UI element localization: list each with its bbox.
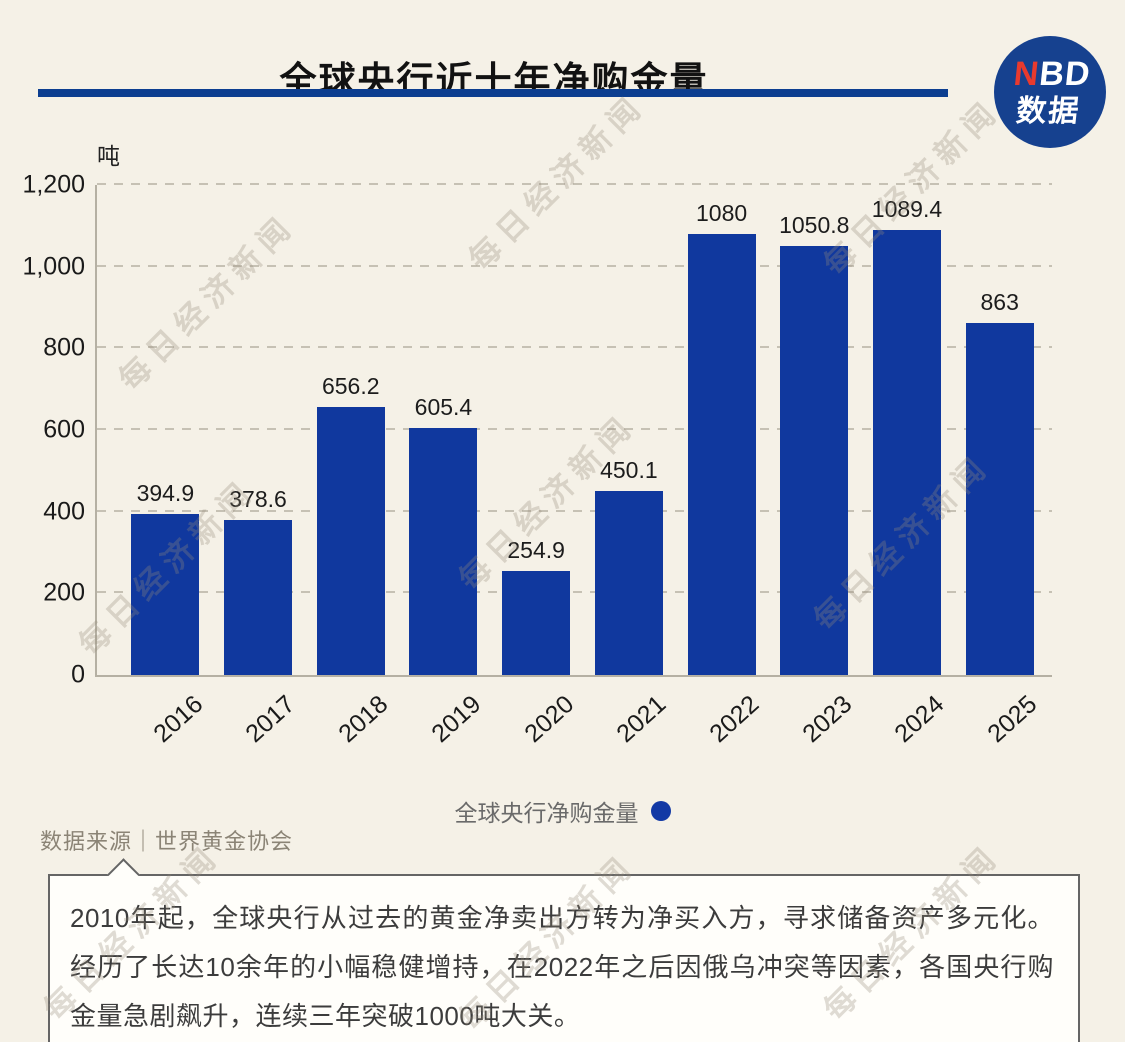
bar-value-label: 450.1	[600, 457, 658, 484]
y-tick-label: 1,200	[22, 170, 85, 199]
bar	[594, 491, 663, 675]
bar-slot: 656.2	[304, 185, 397, 675]
plot-area: 394.9 378.6 656.2 605.4 254.9 450.1 1080 1050.8…	[95, 183, 1052, 677]
bar	[780, 245, 849, 675]
gridline	[97, 591, 1052, 594]
bar-value-label: 605.4	[414, 393, 473, 420]
bar-value-label: 394.9	[136, 479, 195, 506]
gridline	[97, 264, 1052, 267]
note-box: 2010年起，全球央行从过去的黄金净卖出方转为净买入方，寻求储备资产多元化。经历…	[48, 858, 1080, 1042]
x-tick-label: 2022	[704, 690, 765, 749]
bar	[502, 570, 571, 675]
callout-notch	[107, 858, 140, 891]
bar-slot: 254.9	[490, 185, 583, 675]
bar	[316, 407, 385, 675]
bar-value-label: 656.2	[321, 373, 380, 400]
y-tick-label: 800	[43, 333, 85, 362]
nbd-logo-text: NBD 数据	[1008, 54, 1093, 128]
bar-slot: 394.9	[119, 185, 212, 675]
x-tick-label: 2021	[611, 690, 672, 749]
x-tick-label: 2019	[426, 690, 487, 749]
x-slot: 2025	[951, 678, 1044, 763]
x-tick-label: 2017	[240, 690, 301, 749]
x-tick-label: 2016	[148, 690, 209, 749]
logo-letter-n: N	[1011, 54, 1042, 93]
x-slot: 2023	[766, 678, 859, 763]
legend-dot-icon	[650, 801, 671, 821]
bar-slot: 1080	[675, 185, 768, 675]
bar-slot: 863	[953, 185, 1046, 675]
gridline	[97, 183, 1052, 185]
data-source: 数据来源｜世界黄金协会	[40, 829, 294, 854]
x-tick-label: 2023	[796, 690, 858, 749]
bar-value-label: 1080	[695, 200, 748, 226]
note-text: 2010年起，全球央行从过去的黄金净卖出方转为净买入方，寻求储备资产多元化。经历…	[70, 903, 1054, 1031]
y-tick-label: 600	[43, 415, 85, 444]
gridline	[97, 509, 1052, 512]
bar	[409, 427, 478, 675]
nbd-logo: NBD 数据	[994, 36, 1106, 148]
x-slot: 2020	[488, 678, 581, 763]
bar	[224, 520, 293, 675]
gridline	[97, 428, 1052, 430]
bar	[131, 513, 200, 675]
bar-slot: 605.4	[397, 185, 490, 675]
bar-value-label: 378.6	[229, 486, 287, 513]
y-tick-label: 1,000	[22, 252, 85, 281]
bar	[687, 234, 756, 675]
x-tick-label: 2024	[889, 690, 950, 749]
x-slot: 2018	[302, 678, 395, 763]
bar	[965, 322, 1034, 675]
bar-value-label: 1089.4	[871, 196, 943, 223]
logo-letters-bd: BD	[1037, 54, 1093, 93]
y-tick-label: 0	[71, 660, 85, 689]
legend: 全球央行净购金量	[0, 794, 1125, 828]
x-slot: 2024	[859, 678, 952, 763]
x-slot: 2019	[395, 678, 488, 763]
x-tick-label: 2025	[982, 690, 1043, 749]
title-underline	[38, 89, 948, 97]
bar-slot: 1089.4	[861, 185, 954, 675]
bar-value-label: 863	[980, 288, 1019, 315]
y-axis-tick-labels: 0 200 400 600 800 1,000 1,200	[0, 172, 85, 687]
bar-value-label: 254.9	[507, 536, 565, 563]
x-tick-label: 2020	[518, 690, 579, 749]
y-tick-label: 400	[43, 497, 85, 526]
gridline	[97, 346, 1052, 349]
y-tick-label: 200	[43, 578, 85, 607]
x-slot: 2022	[673, 678, 766, 763]
bar	[872, 230, 941, 675]
bar-slot: 450.1	[583, 185, 676, 675]
bar-value-label: 1050.8	[779, 211, 850, 238]
bar-slot: 378.6	[212, 185, 305, 675]
x-slot: 2016	[117, 678, 210, 763]
bar-series: 394.9 378.6 656.2 605.4 254.9 450.1 1080 1050.8…	[97, 185, 1052, 675]
x-tick-label: 2018	[333, 690, 394, 749]
bar-slot: 1050.8	[768, 185, 861, 675]
x-slot: 2021	[581, 678, 674, 763]
logo-subtitle: 数据	[1014, 94, 1082, 128]
x-slot: 2017	[210, 678, 303, 763]
x-axis-tick-labels: 2016 2017 2018 2019 2020 2021 2022 2023 2024 2025	[95, 678, 1050, 763]
legend-label: 全球央行净购金量	[454, 800, 639, 826]
y-axis-unit-label: 吨	[97, 143, 120, 169]
